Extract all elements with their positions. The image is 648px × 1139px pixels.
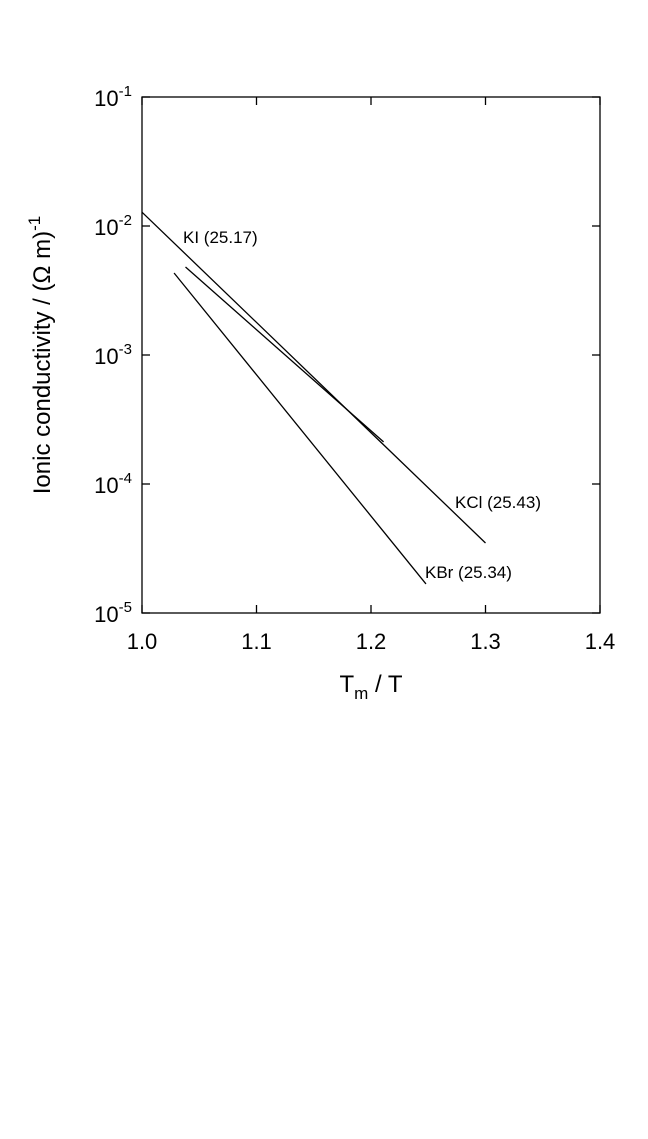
y-tick-label: 10-4 (94, 470, 132, 498)
plot-frame (141, 96, 601, 614)
y-tick-label: 10-2 (94, 212, 132, 240)
y-tick-exponent: -3 (119, 341, 132, 358)
y-title-main: Ionic conductivity / (Ω m) (29, 231, 56, 494)
x-tick-label: 1.0 (127, 629, 158, 654)
series-label: KCl (25.43) (455, 493, 541, 512)
x-tick-label: 1.2 (356, 629, 387, 654)
y-tick-label: 10-5 (94, 599, 132, 627)
y-axis-title: Ionic conductivity / (Ω m)-1 (25, 216, 56, 494)
series-label: KI (25.17) (183, 228, 258, 247)
y-tick-base: 10 (94, 215, 118, 240)
x-title-rest: / T (368, 671, 403, 698)
x-tick-label: 1.4 (585, 629, 616, 654)
y-tick-exponent: -4 (119, 470, 132, 487)
series-label: KBr (25.34) (425, 563, 512, 582)
x-title-sub: m (354, 684, 368, 703)
y-tick-exponent: -1 (119, 83, 132, 100)
y-tick-base: 10 (94, 473, 118, 498)
x-tick-label: 1.3 (470, 629, 501, 654)
y-tick-base: 10 (94, 344, 118, 369)
y-tick-label: 10-3 (94, 341, 132, 369)
y-tick-exponent: -5 (119, 599, 132, 616)
y-title-sup: -1 (25, 216, 44, 231)
series-line (141, 211, 486, 544)
series-line (173, 272, 427, 585)
y-tick-base: 10 (94, 86, 118, 111)
x-axis-title: Tm / T (339, 671, 402, 703)
y-tick-label: 10-1 (94, 83, 132, 111)
x-tick-label: 1.1 (241, 629, 272, 654)
y-tick-base: 10 (94, 602, 118, 627)
y-tick-exponent: -2 (119, 212, 132, 229)
series-line (185, 266, 385, 443)
x-title-main: T (339, 671, 354, 698)
